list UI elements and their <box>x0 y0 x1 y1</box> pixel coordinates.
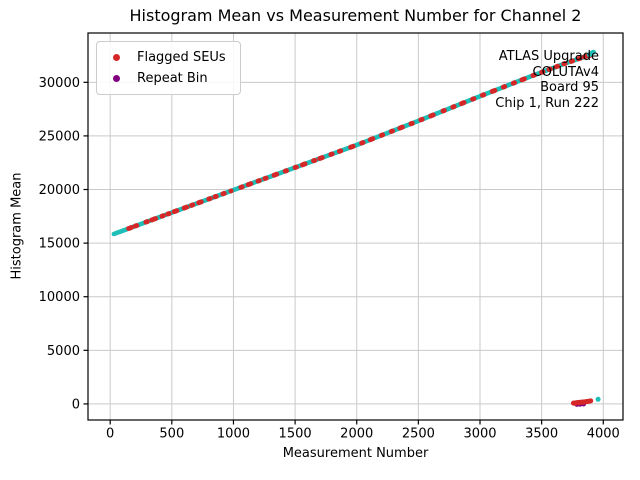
data-point-flagged-seu <box>207 196 213 202</box>
x-tick-label: 500 <box>159 427 184 442</box>
data-point-flagged-seu <box>512 80 518 86</box>
annotation-line-4: Chip 1, Run 222 <box>495 95 599 111</box>
series-histogram-mean-extras <box>586 49 601 402</box>
y-tick-label: 10000 <box>39 290 80 305</box>
data-point-flagged-seu <box>572 400 578 406</box>
data-point-flagged-seu <box>471 96 477 102</box>
data-point-flagged-seu <box>540 69 546 75</box>
x-axis-label: Measurement Number <box>282 446 429 461</box>
data-point-flagged-seu <box>492 87 498 93</box>
data-point-flagged-seu <box>389 128 395 134</box>
legend-item-flagged-seus: Flagged SEUs <box>107 47 226 68</box>
data-point-flagged-seu <box>128 225 134 231</box>
y-axis-label: Histogram Mean <box>9 172 25 280</box>
legend-label-flagged-seus: Flagged SEUs <box>137 50 226 65</box>
legend-item-repeat-bin: Repeat Bin <box>107 68 226 89</box>
data-point-flagged-seu <box>166 211 172 217</box>
legend: Flagged SEUs Repeat Bin <box>96 41 241 95</box>
plot-border <box>87 32 624 421</box>
data-point-flagged-seu <box>580 400 586 406</box>
x-tick-label: 1000 <box>217 427 250 442</box>
data-point-flagged-seu <box>198 199 204 205</box>
series-flagged-seus <box>126 53 594 406</box>
y-tick-label: 5000 <box>47 344 80 359</box>
data-point-flagged-seu <box>302 161 308 167</box>
data-point-flagged-seu <box>521 76 527 82</box>
data-point-flagged-seu <box>144 219 150 225</box>
data-point-flagged-seu <box>283 168 289 174</box>
legend-label-repeat-bin: Repeat Bin <box>137 71 208 86</box>
data-point-flagged-seu <box>338 148 344 154</box>
annotation-line-3: Board 95 <box>540 80 599 95</box>
data-point-flagged-seu <box>409 120 415 126</box>
data-point-flagged-seu <box>160 213 166 219</box>
gridlines <box>88 33 623 420</box>
data-point-flagged-seu <box>274 171 280 177</box>
data-point-flagged-seu <box>399 124 405 130</box>
x-tick-label: 4000 <box>587 427 620 442</box>
x-tick-label: 2500 <box>402 427 435 442</box>
data-point-flagged-seu <box>312 157 318 163</box>
x-tick-label: 0 <box>106 427 114 442</box>
annotation-line-1: ATLAS Upgrade <box>498 49 599 64</box>
data-point-flagged-seu <box>153 216 159 222</box>
data-point-flagged-seu <box>221 190 227 196</box>
data-point-flagged-seu <box>228 188 234 194</box>
data-point-flagged-seu <box>319 155 325 161</box>
data-point-flagged-seu <box>134 223 140 229</box>
data-point-flagged-seu <box>213 193 219 199</box>
data-point-flagged-seu <box>380 132 386 138</box>
data-point-flagged-seu <box>239 184 245 190</box>
data-point-flagged-seu <box>577 55 583 61</box>
annotation-block: ATLAS Upgrade COLUTAv4 Board 95 Chip 1, … <box>495 49 599 111</box>
data-point-flagged-seu <box>190 202 196 208</box>
x-tick-label: 3500 <box>525 427 558 442</box>
y-tick-label: 20000 <box>39 183 80 198</box>
x-tick-label: 1500 <box>279 427 312 442</box>
data-point-flagged-seu <box>184 204 190 210</box>
data-point-flagged-seu <box>419 116 425 122</box>
data-point-flagged-seu <box>502 84 508 90</box>
data-point-flagged-seu <box>350 143 356 149</box>
y-tick-label: 25000 <box>39 129 80 144</box>
repeat-bin-marker-icon <box>113 75 120 82</box>
data-point-main <box>590 49 596 55</box>
data-point-flagged-seu <box>441 108 447 114</box>
data-point-flagged-seu <box>576 400 582 406</box>
data-point-flagged-seu <box>370 136 376 142</box>
data-point-flagged-seu <box>293 164 299 170</box>
data-point-flagged-seu <box>555 63 561 69</box>
data-point-flagged-seu <box>562 60 568 66</box>
data-point-flagged-seu <box>451 104 457 110</box>
data-point-flagged-seu <box>329 151 335 157</box>
axis-ticks: 0 500 1000 1500 2000 2500 3000 3500 4000 0 5000 100… <box>39 76 620 442</box>
data-point-flagged-seu <box>569 58 575 64</box>
chart-title: Histogram Mean vs Measurement Number for… <box>129 6 582 25</box>
annotation-line-2: COLUTAv4 <box>532 64 599 80</box>
data-point-main <box>595 396 601 402</box>
data-point-flagged-seu <box>588 398 594 404</box>
y-tick-label: 0 <box>72 397 80 412</box>
data-point-flagged-seu <box>360 140 366 146</box>
flagged-seus-marker-icon <box>113 54 120 61</box>
data-point-flagged-seu <box>174 208 180 214</box>
x-tick-label: 2000 <box>340 427 373 442</box>
data-point-flagged-seu <box>256 178 262 184</box>
y-tick-label: 15000 <box>39 237 80 252</box>
data-point-flagged-seu <box>461 100 467 106</box>
data-point-flagged-seu <box>248 181 254 187</box>
data-point-flagged-seu <box>263 175 269 181</box>
data-point-flagged-seu <box>481 92 487 98</box>
data-point-flagged-seu <box>547 66 553 72</box>
y-tick-label: 30000 <box>39 76 80 91</box>
x-tick-label: 3000 <box>463 427 496 442</box>
data-point-flagged-seu <box>531 72 537 78</box>
data-point-flagged-seu <box>430 112 436 118</box>
